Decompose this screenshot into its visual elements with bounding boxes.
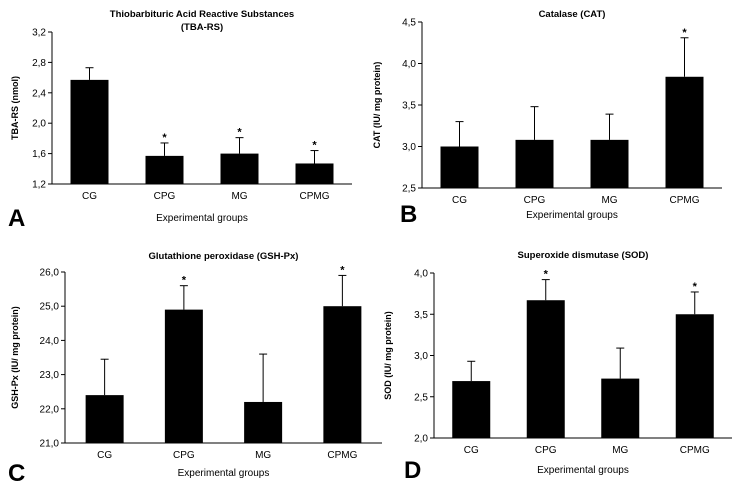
y-axis-label: GSH-Px (IU/ mg protein) <box>10 306 20 409</box>
chart-title: Superoxide dismutase (SOD) <box>518 250 649 261</box>
x-tick-label: CPMG <box>670 195 700 206</box>
y-tick-label: 21,0 <box>40 439 60 450</box>
y-axis-label: CAT (IU/ mg protein) <box>372 62 382 149</box>
bar-cg <box>452 381 491 438</box>
significance-marker: * <box>237 127 242 139</box>
significance-marker: * <box>682 27 687 39</box>
panel-letter: D <box>404 457 421 484</box>
chart-panel-b: Catalase (CAT) 2,5 3,0 3,5 4,0 4,5 CAT (IU/ mg… <box>372 9 722 228</box>
bar-mg <box>244 401 283 443</box>
bar-cpg <box>164 309 203 443</box>
x-tick-label: CPG <box>154 191 176 202</box>
y-tick-label: 2,4 <box>32 88 46 99</box>
y-tick-label: 3,0 <box>414 351 428 362</box>
bar-cpmg <box>323 306 362 443</box>
y-tick-label: 25,0 <box>40 302 60 313</box>
x-tick-label: CPMG <box>680 445 710 456</box>
x-tick-label: CG <box>452 195 467 206</box>
panel-letter: B <box>400 201 417 228</box>
y-tick-label: 3,0 <box>402 142 416 153</box>
significance-marker: * <box>162 132 167 144</box>
y-tick-label: 3,5 <box>414 310 428 321</box>
bar-cpmg <box>665 76 704 188</box>
y-tick-label: 4,0 <box>414 269 428 280</box>
x-axis-label: Experimental groups <box>178 468 270 479</box>
bar-cg <box>85 395 124 443</box>
y-tick-label: 26,0 <box>40 268 60 279</box>
x-axis-label: Experimental groups <box>526 210 618 221</box>
x-tick-label: CPG <box>535 445 557 456</box>
chart-subtitle: (TBA-RS) <box>181 22 223 33</box>
x-tick-label: MG <box>612 445 628 456</box>
bar-mg <box>601 378 640 438</box>
panel-letter: C <box>8 460 25 487</box>
x-tick-label: CPG <box>524 195 546 206</box>
chart-title: Glutathione peroxidase (GSH-Px) <box>149 251 299 262</box>
y-tick-label: 22,0 <box>40 404 60 415</box>
bar-cpmg <box>675 314 714 438</box>
bar-cpg <box>515 139 554 188</box>
x-tick-label: CG <box>464 445 479 456</box>
y-tick-label: 2,5 <box>402 184 416 195</box>
chart-title: Thiobarbituric Acid Reactive Substances <box>110 9 294 20</box>
significance-marker: * <box>544 269 549 281</box>
y-tick-label: 4,0 <box>402 59 416 70</box>
x-axis-label: Experimental groups <box>156 213 248 224</box>
significance-marker: * <box>182 275 187 287</box>
y-tick-label: 2,5 <box>414 392 428 403</box>
chart-panel-a: Thiobarbituric Acid Reactive Substances (… <box>8 9 352 232</box>
significance-marker: * <box>340 264 345 276</box>
y-tick-label: 24,0 <box>40 336 60 347</box>
bar-cpg <box>145 155 184 184</box>
x-tick-label: MG <box>231 191 247 202</box>
y-axis-label: TBA-RS (nmol) <box>10 76 20 140</box>
y-tick-label: 2,8 <box>32 58 46 69</box>
x-tick-label: MG <box>601 195 617 206</box>
chart-panel-c: Glutathione peroxidase (GSH-Px) 21,0 22,0 2… <box>8 251 382 487</box>
y-tick-label: 4,5 <box>402 18 416 29</box>
x-tick-label: CG <box>82 191 97 202</box>
chart-panel-d: Superoxide dismutase (SOD) 2,0 2,5 3,0 3,5 4,… <box>383 250 732 484</box>
x-tick-label: MG <box>255 450 271 461</box>
y-tick-label: 1,6 <box>32 149 46 160</box>
bar-mg <box>220 153 259 184</box>
x-tick-label: CPMG <box>300 191 330 202</box>
chart-title: Catalase (CAT) <box>539 9 606 20</box>
x-tick-label: CPG <box>173 450 195 461</box>
bar-mg <box>590 139 629 188</box>
y-tick-label: 3,2 <box>32 28 46 39</box>
y-tick-label: 1,2 <box>32 180 46 191</box>
x-tick-label: CG <box>97 450 112 461</box>
bar-cg <box>70 79 109 184</box>
y-tick-label: 23,0 <box>40 370 60 381</box>
y-tick-label: 2,0 <box>32 119 46 130</box>
y-tick-label: 3,5 <box>402 101 416 112</box>
bar-cpg <box>526 300 565 438</box>
significance-marker: * <box>693 281 698 293</box>
significance-marker: * <box>312 140 317 152</box>
y-axis-label: SOD (IU/ mg protein) <box>383 311 393 400</box>
x-axis-label: Experimental groups <box>537 465 629 476</box>
y-tick-label: 2,0 <box>414 434 428 445</box>
panel-letter: A <box>8 205 25 232</box>
bar-cg <box>440 146 479 188</box>
bar-cpmg <box>295 163 334 184</box>
x-tick-label: CPMG <box>327 450 357 461</box>
